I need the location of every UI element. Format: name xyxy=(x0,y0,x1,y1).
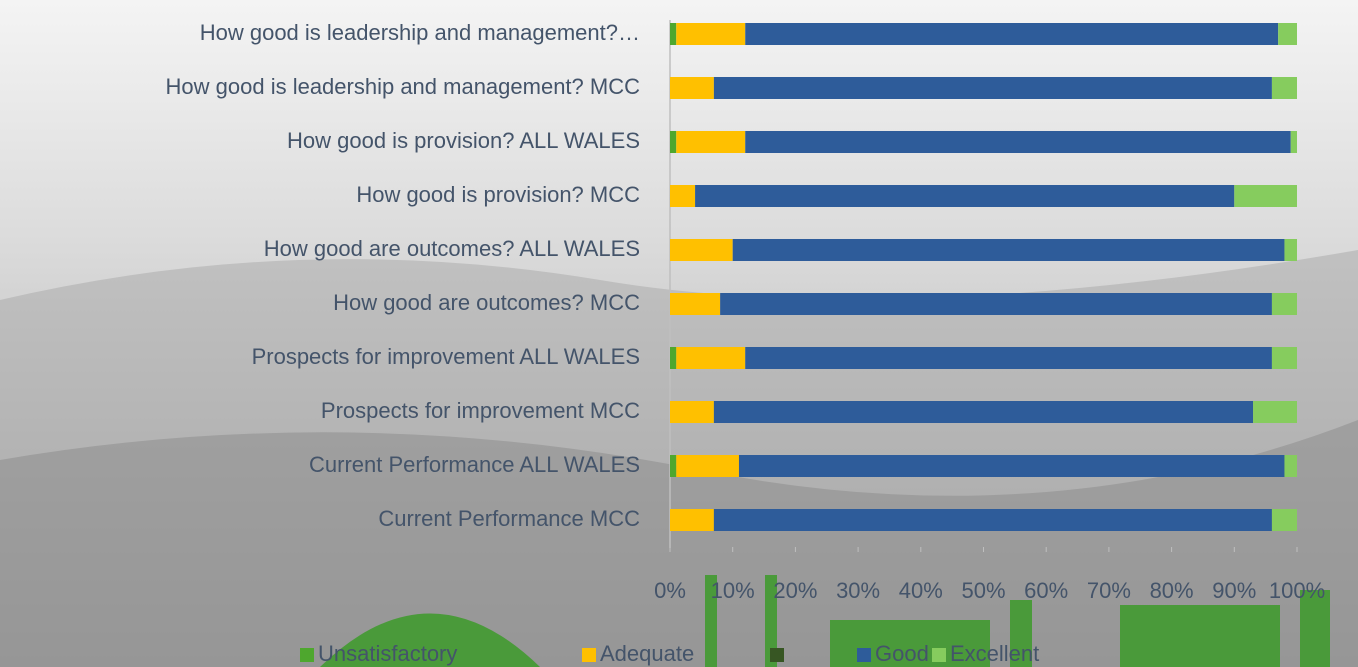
bar-segment xyxy=(1272,347,1297,369)
bar-segment xyxy=(676,455,739,477)
y-tick-label: Current Performance MCC xyxy=(378,506,640,531)
bar-segment xyxy=(670,131,676,153)
y-tick-label: Prospects for improvement ALL WALES xyxy=(252,344,640,369)
bar-segment xyxy=(670,509,714,531)
bar-segment xyxy=(739,455,1284,477)
bar-segment xyxy=(1278,23,1297,45)
bar-segment xyxy=(1234,185,1297,207)
bar-segment xyxy=(670,185,695,207)
bar-segment xyxy=(745,131,1290,153)
bar-segment xyxy=(720,293,1272,315)
x-tick-label: 100% xyxy=(1269,578,1325,603)
x-tick-label: 70% xyxy=(1087,578,1131,603)
y-tick-label: How good are outcomes? ALL WALES xyxy=(264,236,640,261)
bar-segment xyxy=(714,401,1253,423)
bar-segment xyxy=(676,23,745,45)
bar-segment xyxy=(1284,455,1297,477)
legend-label: Unsatisfactory xyxy=(318,641,457,666)
y-tick-label: How good is provision? MCC xyxy=(356,182,640,207)
x-tick-label: 40% xyxy=(899,578,943,603)
y-tick-label: Prospects for improvement MCC xyxy=(321,398,640,423)
bar-segment xyxy=(714,509,1272,531)
legend-swatch xyxy=(770,648,784,662)
x-tick-label: 20% xyxy=(773,578,817,603)
bar-segment xyxy=(670,239,733,261)
bar-segment xyxy=(733,239,1285,261)
page: 0% 10% 20% 30% 40% 50% 60% 70% 80% 90% 100% How goo… xyxy=(0,0,1358,667)
y-tick-label: How good is leadership and management? M… xyxy=(166,74,641,99)
bar-segment xyxy=(670,401,714,423)
legend-label: Excellent xyxy=(950,641,1039,666)
bar-segment xyxy=(670,347,676,369)
bar-segment xyxy=(745,347,1272,369)
legend-swatch xyxy=(300,648,314,662)
bar-segment xyxy=(670,293,720,315)
bar-segment xyxy=(1253,401,1297,423)
x-tick-label: 30% xyxy=(836,578,880,603)
chart: 0% 10% 20% 30% 40% 50% 60% 70% 80% 90% 100% How goo… xyxy=(0,0,1358,667)
bar-segment xyxy=(745,23,1278,45)
legend-swatch xyxy=(582,648,596,662)
x-tick-label: 10% xyxy=(711,578,755,603)
legend-label: Adequate xyxy=(600,641,694,666)
y-tick-label: How good is provision? ALL WALES xyxy=(287,128,640,153)
legend-swatch xyxy=(857,648,871,662)
y-tick-label: How good are outcomes? MCC xyxy=(333,290,640,315)
bar-segment xyxy=(1284,239,1297,261)
x-tick-label: 80% xyxy=(1150,578,1194,603)
bar-segment xyxy=(1272,293,1297,315)
legend-label: Good xyxy=(875,641,929,666)
x-tick-label: 0% xyxy=(654,578,686,603)
x-tick-label: 60% xyxy=(1024,578,1068,603)
bar-segment xyxy=(676,347,745,369)
bar-segment xyxy=(714,77,1272,99)
bar-segment xyxy=(1291,131,1297,153)
legend-swatch xyxy=(932,648,946,662)
bar-segment xyxy=(676,131,745,153)
bar-segment xyxy=(1272,77,1297,99)
bar-segment xyxy=(670,455,676,477)
y-tick-label: How good is leadership and management?… xyxy=(200,20,640,45)
y-tick-label: Current Performance ALL WALES xyxy=(309,452,640,477)
bar-segment xyxy=(670,77,714,99)
bar-segment xyxy=(670,23,676,45)
x-tick-label: 90% xyxy=(1212,578,1256,603)
bar-segment xyxy=(695,185,1234,207)
x-tick-label: 50% xyxy=(961,578,1005,603)
bar-segment xyxy=(1272,509,1297,531)
